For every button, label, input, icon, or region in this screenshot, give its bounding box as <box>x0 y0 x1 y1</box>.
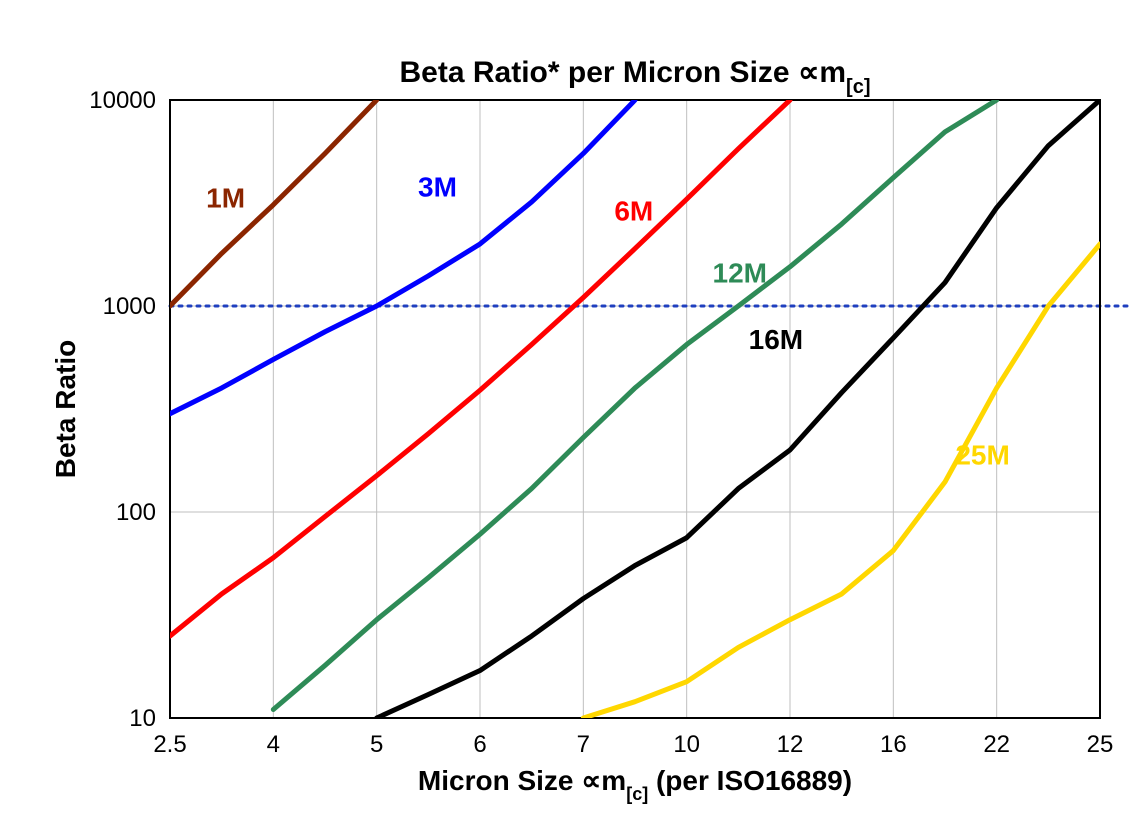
svg-text:1000: 1000 <box>103 293 156 320</box>
svg-text:16: 16 <box>880 731 907 758</box>
beta-ratio-chart: 2.54567101216222510100100010000Micron Si… <box>0 0 1146 818</box>
svg-text:10: 10 <box>129 705 156 732</box>
svg-text:22: 22 <box>983 731 1010 758</box>
series-label-1M: 1M <box>206 183 245 214</box>
svg-text:6: 6 <box>473 731 486 758</box>
svg-text:10000: 10000 <box>89 87 156 114</box>
svg-text:5: 5 <box>370 731 383 758</box>
svg-text:10: 10 <box>673 731 700 758</box>
svg-text:4: 4 <box>267 731 280 758</box>
svg-text:12: 12 <box>777 731 804 758</box>
series-label-3M: 3M <box>418 172 457 203</box>
chart-svg: 2.54567101216222510100100010000Micron Si… <box>0 0 1146 818</box>
svg-text:100: 100 <box>116 499 156 526</box>
svg-text:Beta Ratio: Beta Ratio <box>50 340 81 478</box>
svg-text:25: 25 <box>1087 731 1114 758</box>
svg-text:2.5: 2.5 <box>153 731 186 758</box>
series-label-16M: 16M <box>749 324 803 355</box>
series-label-6M: 6M <box>614 196 653 227</box>
series-label-25M: 25M <box>955 440 1009 471</box>
series-label-12M: 12M <box>713 258 767 289</box>
svg-text:7: 7 <box>577 731 590 758</box>
